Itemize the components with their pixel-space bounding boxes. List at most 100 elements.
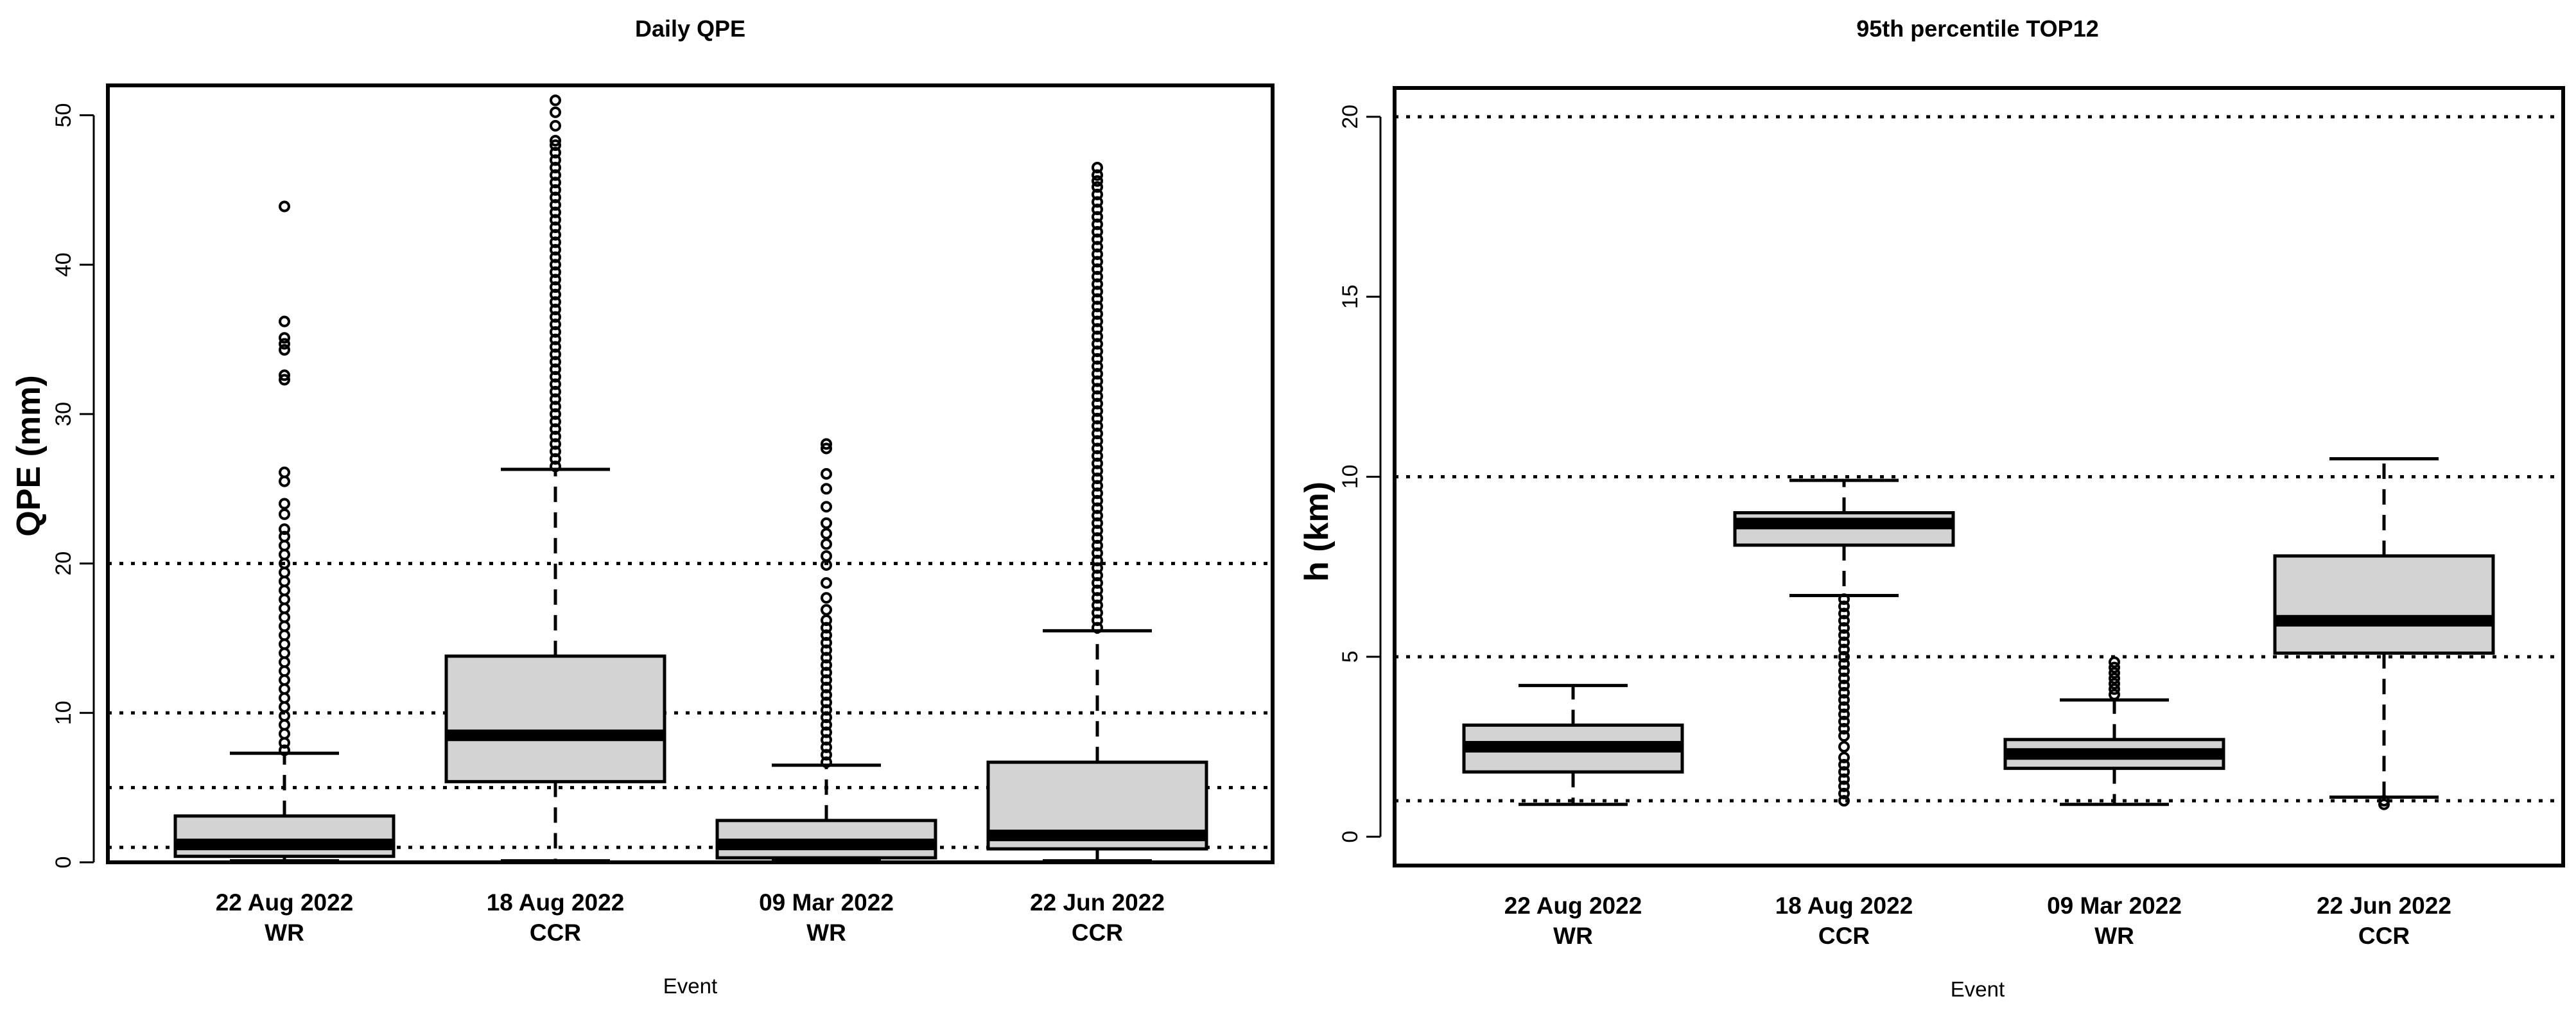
chart-panel-daily-qpe: Daily QPE QPE (mm) Event 0 10 20 30 40 50 22 A…	[10, 15, 1275, 998]
outlier-point	[1092, 360, 1103, 372]
outlier-point	[821, 741, 832, 753]
outlier-point	[279, 656, 290, 668]
outlier-point	[1092, 330, 1103, 342]
outlier-point	[279, 665, 290, 677]
outlier-point	[550, 139, 561, 152]
outlier-point	[550, 259, 561, 271]
outlier-point	[279, 498, 290, 510]
outlier-point	[550, 446, 561, 458]
outlier-point	[550, 348, 561, 360]
outlier-point	[821, 438, 832, 450]
y-tick-label: 50	[51, 103, 76, 128]
outlier-point	[550, 243, 561, 256]
outlier-point	[550, 430, 561, 442]
outlier-point	[1092, 383, 1103, 395]
y-axis-label: h (km)	[1298, 482, 1336, 582]
outlier-point	[821, 756, 832, 769]
outlier-point	[279, 692, 290, 704]
outlier-point	[1092, 428, 1103, 440]
outlier-point	[1838, 600, 1850, 613]
outlier-point	[821, 592, 832, 604]
outlier-point	[1838, 715, 1850, 727]
outlier-point	[1092, 494, 1103, 507]
outlier-point	[821, 468, 832, 480]
outlier-point	[1838, 780, 1850, 792]
outlier-point	[1838, 708, 1850, 720]
outlier-point	[1092, 457, 1103, 469]
outlier-point	[550, 281, 561, 293]
outlier-point	[550, 222, 561, 234]
outlier-point	[1092, 188, 1103, 200]
outlier-point	[550, 236, 561, 248]
category-label-type: WR	[265, 919, 304, 946]
outlier-point	[279, 611, 290, 623]
outlier-point	[1092, 539, 1103, 552]
outlier-point	[821, 652, 832, 664]
outlier-point	[550, 333, 561, 345]
outlier-point	[1092, 286, 1103, 298]
outlier-point	[550, 363, 561, 376]
outlier-point	[821, 442, 832, 455]
outlier-point	[279, 584, 290, 596]
category-label-date: 22 Aug 2022	[216, 889, 354, 916]
outlier-point	[1092, 233, 1103, 245]
outlier-point	[2109, 672, 2120, 684]
boxes	[173, 94, 1208, 863]
outlier-point	[550, 460, 561, 473]
category-label-date: 18 Aug 2022	[1775, 892, 1913, 919]
outlier-point	[1838, 773, 1850, 785]
outlier-point	[550, 94, 561, 107]
outlier-point	[1092, 622, 1103, 634]
outlier-point	[550, 326, 561, 338]
y-tick-label: 5	[1338, 650, 1362, 663]
outlier-point	[1092, 480, 1103, 492]
outlier-point	[550, 341, 561, 353]
outlier-point	[1092, 532, 1103, 544]
outlier-point	[1092, 592, 1103, 604]
outlier-point	[821, 550, 832, 562]
outlier-point	[550, 311, 561, 323]
box-iqr	[2273, 554, 2495, 655]
outlier-point	[2109, 661, 2120, 674]
outlier-point	[1838, 629, 1850, 641]
outlier-point	[550, 288, 561, 300]
outlier-point	[279, 638, 290, 650]
category-label-date: 09 Mar 2022	[759, 889, 894, 916]
outlier-point	[279, 315, 290, 327]
outlier-point	[550, 214, 561, 226]
outlier-point	[279, 539, 290, 552]
outlier-point	[821, 604, 832, 616]
outlier-point	[821, 622, 832, 634]
outlier-point	[1092, 226, 1103, 238]
outlier-point	[1092, 345, 1103, 358]
outlier-point	[1092, 256, 1103, 268]
outlier-point	[550, 169, 561, 181]
outlier-point	[821, 538, 832, 550]
outlier-point	[279, 369, 290, 381]
outlier-point	[550, 106, 561, 118]
outlier-point	[1838, 701, 1850, 713]
outlier-point	[1838, 672, 1850, 684]
category-label-date: 09 Mar 2022	[2047, 892, 2182, 919]
category-label-type: WR	[2094, 923, 2134, 949]
outlier-point	[821, 697, 832, 709]
outlier-point	[1838, 730, 1850, 742]
outlier-point	[1838, 665, 1850, 677]
outlier-point	[550, 206, 561, 218]
outlier-point	[279, 701, 290, 713]
outlier-point	[279, 647, 290, 659]
outlier-point	[550, 251, 561, 263]
outlier-point	[1092, 270, 1103, 283]
outlier-point	[821, 704, 832, 716]
category-label-type: CCR	[1072, 919, 1123, 946]
outlier-point	[821, 483, 832, 495]
outlier-point	[2109, 656, 2120, 668]
outlier-point	[1092, 517, 1103, 529]
outlier-point	[1092, 412, 1103, 424]
outlier-point	[1092, 263, 1103, 275]
category-label-date: 22 Aug 2022	[1504, 892, 1642, 919]
axes: 0 5 10 15 20 22 Aug 2022 WR 18 Aug 2022 CCR 09 Ma…	[1338, 105, 2451, 949]
outlier-point	[821, 674, 832, 686]
outlier-point	[821, 711, 832, 724]
outlier-point	[279, 593, 290, 605]
